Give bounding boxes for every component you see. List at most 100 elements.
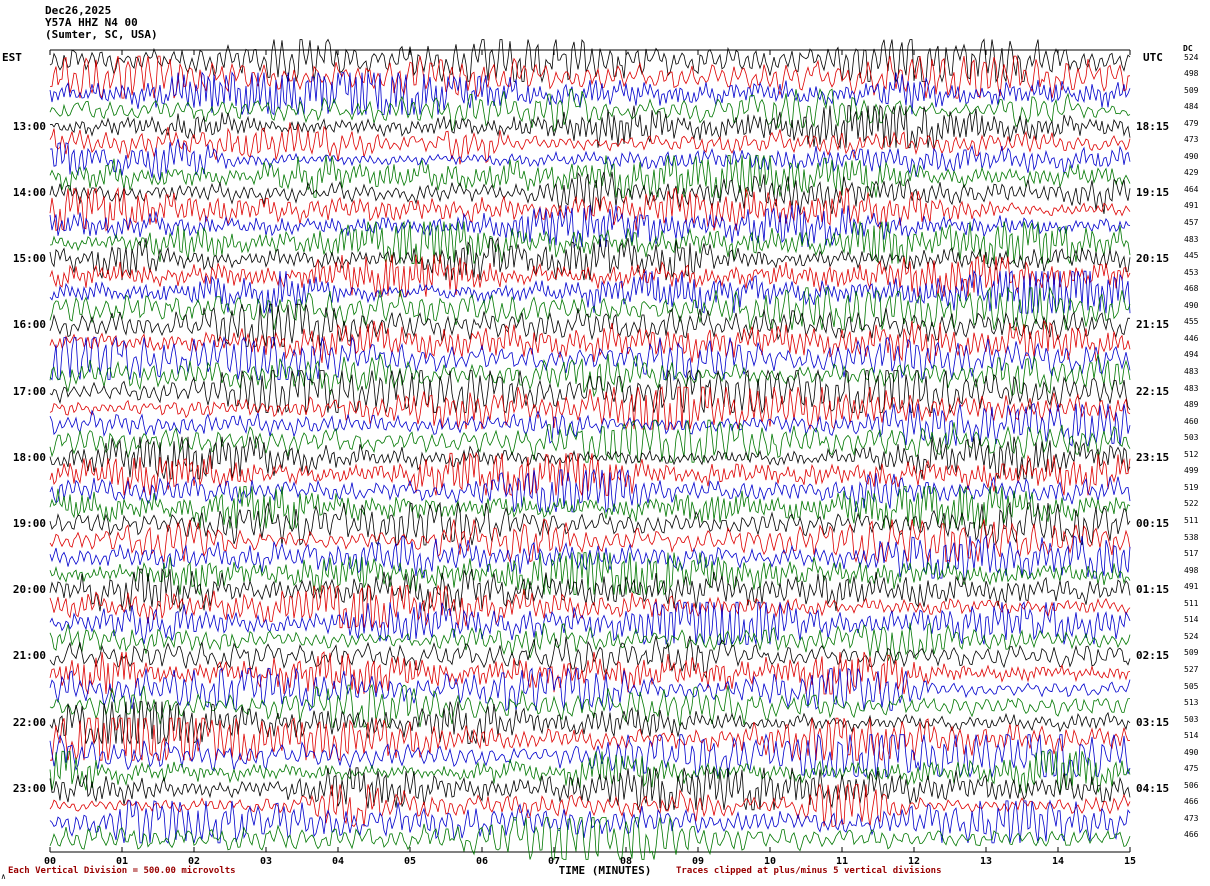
utc-hour-label: 04:15 [1136, 781, 1170, 795]
seismogram-trace [49, 733, 1131, 779]
dc-value: 460 [1184, 416, 1199, 426]
dc-value: 511 [1184, 515, 1199, 525]
seismogram-trace [49, 352, 1131, 398]
est-hour-label: 18:00 [12, 450, 46, 464]
utc-hour-label: 21:15 [1136, 318, 1170, 332]
seismogram-trace [49, 155, 1131, 198]
seismogram-trace [49, 369, 1131, 415]
seismogram-trace [49, 385, 1131, 431]
dc-value: 484 [1184, 102, 1199, 112]
seismogram-trace [49, 534, 1131, 579]
seismogram-trace [49, 518, 1131, 564]
dc-value: 466 [1184, 830, 1199, 840]
est-hour-label: 17:00 [12, 384, 46, 398]
dc-value: 479 [1184, 118, 1199, 128]
x-tick-label: 10 [763, 856, 777, 867]
dc-value: 514 [1184, 731, 1199, 741]
x-tick-label: 11 [835, 856, 849, 867]
est-hour-label: 13:00 [12, 119, 46, 133]
seismogram-trace [49, 501, 1131, 546]
seismogram-trace [49, 419, 1131, 464]
est-hour-label: 16:00 [12, 318, 46, 332]
dc-value: 498 [1184, 565, 1199, 575]
x-tick-label: 09 [691, 856, 705, 867]
seismogram-trace [49, 666, 1131, 712]
seismogram-trace [49, 71, 1131, 116]
seismogram-trace [49, 567, 1131, 613]
dc-value: 499 [1184, 466, 1199, 476]
utc-hour-label: 22:15 [1136, 384, 1170, 398]
dc-value: 483 [1184, 383, 1199, 393]
seismogram-trace [49, 204, 1131, 249]
x-axis-title: TIME (MINUTES) [558, 864, 652, 877]
x-tick-label: 01 [115, 856, 129, 867]
dc-value: 503 [1184, 433, 1199, 443]
dc-value: 473 [1184, 813, 1199, 823]
dc-value: 457 [1184, 218, 1199, 228]
clip-note: Traces clipped at plus/minus 5 vertical … [676, 866, 942, 876]
est-hour-label: 19:00 [12, 516, 46, 530]
seismogram-trace [49, 303, 1131, 347]
est-hour-label: 21:00 [12, 649, 46, 663]
x-tick-label: 02 [187, 856, 201, 867]
seismogram-trace [49, 55, 1131, 100]
dc-value: 466 [1184, 797, 1199, 807]
dc-value: 498 [1184, 69, 1199, 79]
dc-value: 455 [1184, 317, 1199, 327]
seismogram-trace [49, 766, 1131, 811]
dc-value: 519 [1184, 482, 1199, 492]
dc-value: 490 [1184, 151, 1199, 161]
dc-value: 511 [1184, 598, 1199, 608]
est-hour-label: 14:00 [12, 185, 46, 199]
est-hour-label: 23:00 [12, 781, 46, 795]
utc-hour-label: 18:15 [1136, 119, 1170, 133]
dc-value: 522 [1184, 499, 1199, 509]
seismogram-trace [49, 552, 1131, 596]
dc-value: 503 [1184, 714, 1199, 724]
header-date: Dec26,2025 [45, 4, 112, 17]
dc-value: 468 [1184, 284, 1199, 294]
dc-value: 506 [1184, 780, 1199, 790]
dc-value: 429 [1184, 168, 1199, 178]
header-location: (Sumter, SC, USA) [45, 28, 158, 41]
est-hour-label: 20:00 [12, 583, 46, 597]
seismogram-trace [49, 799, 1131, 844]
seismogram-trace [49, 403, 1131, 447]
x-tick-label: 04 [331, 856, 345, 867]
seismogram-trace [49, 584, 1131, 629]
seismogram-trace [49, 122, 1131, 165]
utc-hour-label: 23:15 [1136, 450, 1170, 464]
dc-value: 509 [1184, 648, 1199, 658]
dc-label: DC [1183, 44, 1193, 53]
seismogram-trace [49, 435, 1131, 480]
dc-value: 489 [1184, 400, 1199, 410]
dc-value: 505 [1184, 681, 1199, 691]
est-label: EST [2, 51, 22, 64]
x-tick-label: 00 [43, 856, 57, 867]
x-tick-label: 14 [1051, 856, 1065, 867]
seismogram-trace [49, 783, 1131, 827]
dc-value: 513 [1184, 698, 1199, 708]
dc-value: 538 [1184, 532, 1199, 542]
dc-value: 483 [1184, 234, 1199, 244]
seismogram-trace [49, 220, 1131, 265]
seismogram-trace [49, 651, 1131, 695]
seismogram-trace [49, 286, 1131, 331]
dc-value: 453 [1184, 267, 1199, 277]
dc-value: 517 [1184, 549, 1199, 559]
seismogram-trace [49, 319, 1131, 364]
est-hour-label: 22:00 [12, 715, 46, 729]
utc-hour-label: 02:15 [1136, 649, 1170, 663]
dc-value: 514 [1184, 615, 1199, 625]
x-tick-label: 07 [547, 856, 561, 867]
est-hour-label: 15:00 [12, 252, 46, 266]
dc-value: 475 [1184, 764, 1199, 774]
seismogram-trace [49, 684, 1131, 728]
dc-value: 512 [1184, 449, 1199, 459]
x-tick-label: 13 [979, 856, 993, 867]
utc-hour-label: 20:15 [1136, 252, 1170, 266]
dc-value: 473 [1184, 135, 1199, 145]
x-tick-label: 08 [619, 856, 633, 867]
